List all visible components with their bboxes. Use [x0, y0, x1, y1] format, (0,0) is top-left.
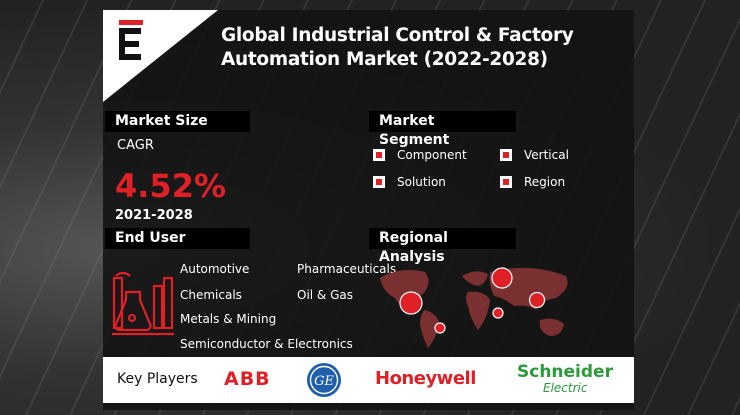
end-user-item: Automotive	[180, 262, 250, 276]
key-players-bar: Key Players ABB GE Honeywell Schneider E…	[103, 357, 634, 403]
bullet-icon	[500, 176, 512, 188]
period-label: 2021-2028	[115, 208, 193, 223]
honeywell-logo: Honeywell	[375, 368, 476, 389]
segment-item: Component	[373, 148, 467, 162]
end-user-label: End User	[105, 228, 250, 249]
bullet-icon	[373, 176, 385, 188]
market-size-label: Market Size	[105, 111, 250, 132]
end-user-item: Semiconductor & Electronics	[180, 337, 353, 351]
ge-logo-text: GE	[314, 374, 334, 389]
market-segment-label: Market Segment	[369, 111, 516, 148]
regional-analysis-label: Regional Analysis	[369, 228, 516, 265]
end-user-item: Metals & Mining	[180, 312, 277, 326]
world-map	[380, 267, 568, 348]
bullet-icon	[373, 149, 385, 161]
cagr-label: CAGR	[117, 138, 154, 153]
abb-logo: ABB	[224, 368, 271, 390]
schneider-electric-logo: Electric	[543, 381, 588, 395]
end-user-item: Pharmaceuticals	[297, 262, 397, 276]
bullet-icon	[500, 149, 512, 161]
segment-item: Region	[500, 175, 565, 189]
brand-logo	[103, 10, 218, 102]
key-players-label: Key Players	[117, 371, 198, 387]
segment-item: Vertical	[500, 148, 569, 162]
page-title: Global Industrial Control & Factory Auto…	[221, 25, 574, 70]
end-user-item: Oil & Gas	[297, 288, 354, 302]
lab-flask-icon	[112, 272, 174, 336]
cagr-value: 4.52%	[115, 167, 227, 205]
ge-logo: GE	[307, 363, 341, 397]
end-user-item: Chemicals	[180, 288, 242, 302]
segment-item: Solution	[373, 175, 446, 189]
info-panel	[103, 10, 634, 410]
schneider-logo: Schneider	[517, 362, 613, 382]
